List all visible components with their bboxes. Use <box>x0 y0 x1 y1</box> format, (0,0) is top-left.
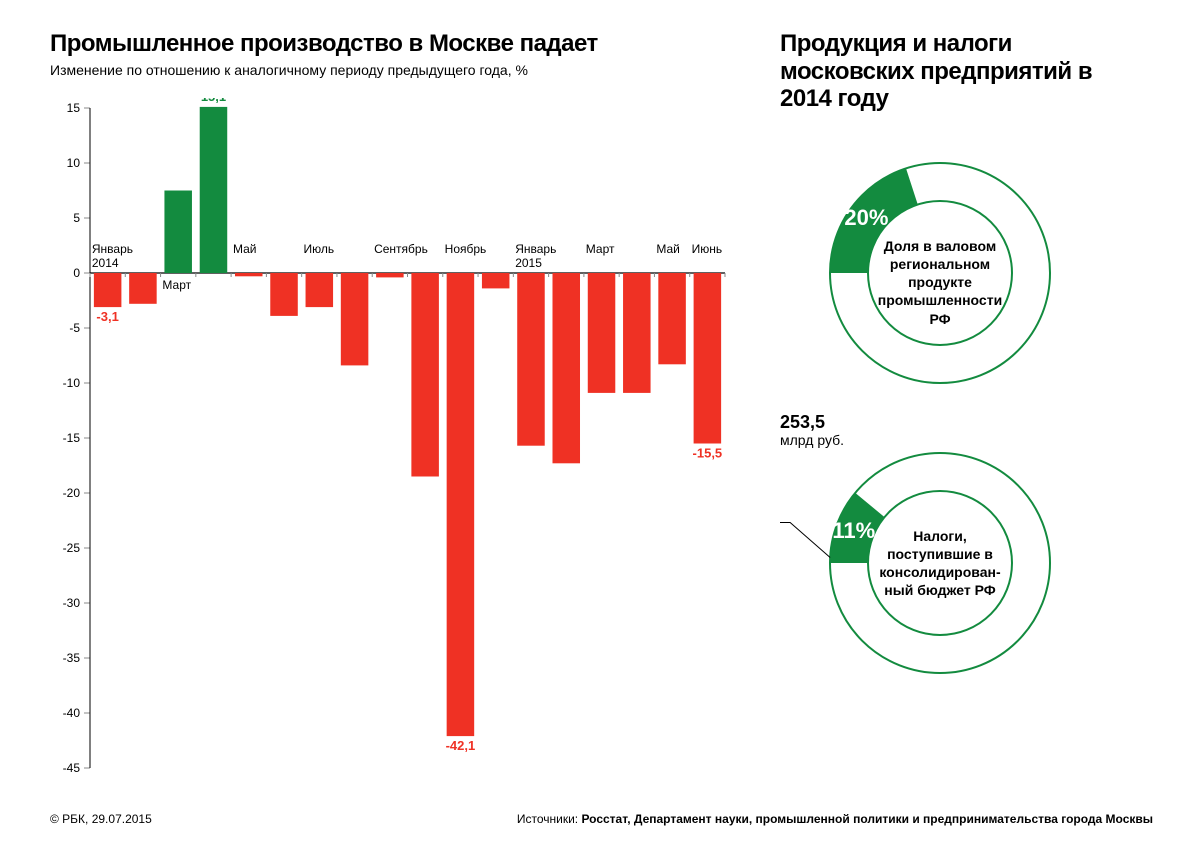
svg-text:Июль: Июль <box>304 242 335 256</box>
svg-text:2014: 2014 <box>92 256 119 270</box>
sources: Источники: Росстат, Департамент науки, п… <box>517 812 1153 826</box>
donut1-percent: 20% <box>844 205 888 231</box>
donut2-desc: Налоги, поступившие в консолидирован­ный… <box>876 527 1004 600</box>
donut-panel: Продукция и налоги московских предприяти… <box>780 30 1120 788</box>
donut-chart-1: 20% Доля в валовом региональном продукте… <box>780 143 1080 423</box>
svg-text:15,1: 15,1 <box>201 98 226 104</box>
donut-chart-2: 253,5 млрд руб. 11% Налоги, поступившие … <box>780 433 1080 713</box>
svg-text:Март: Март <box>586 242 615 256</box>
svg-text:2015: 2015 <box>515 256 542 270</box>
svg-text:Январь: Январь <box>515 242 556 256</box>
svg-text:Май: Май <box>233 242 257 256</box>
svg-text:-40: -40 <box>63 706 81 720</box>
svg-text:-42,1: -42,1 <box>446 738 476 753</box>
chart-title: Промышленное производство в Москве падае… <box>50 30 750 58</box>
svg-text:15: 15 <box>67 101 81 115</box>
bar-chart-panel: Промышленное производство в Москве падае… <box>50 30 750 788</box>
svg-text:-35: -35 <box>63 651 81 665</box>
footer: © РБК, 29.07.2015 Источники: Росстат, Де… <box>50 812 1153 826</box>
svg-text:-15,5: -15,5 <box>693 446 723 461</box>
svg-text:Май: Май <box>656 242 680 256</box>
svg-text:-20: -20 <box>63 486 81 500</box>
svg-text:10: 10 <box>67 156 81 170</box>
svg-text:Июнь: Июнь <box>692 242 723 256</box>
chart-subtitle: Изменение по отношению к аналогичному пе… <box>50 62 750 78</box>
svg-text:Сентябрь: Сентябрь <box>374 242 428 256</box>
donut1-desc: Доля в валовом региональном продукте про… <box>876 237 1004 328</box>
svg-text:Январь: Январь <box>92 242 133 256</box>
svg-text:Ноябрь: Ноябрь <box>445 242 487 256</box>
svg-text:-3,1: -3,1 <box>96 309 118 324</box>
svg-text:5: 5 <box>73 211 80 225</box>
svg-text:-30: -30 <box>63 596 81 610</box>
donut2-callout-unit: млрд руб. <box>780 433 844 448</box>
right-title: Продукция и налоги московских предприяти… <box>780 30 1120 113</box>
donut2-callout-value: 253,5 <box>780 412 825 432</box>
svg-text:-10: -10 <box>63 376 81 390</box>
donut2-percent: 11% <box>832 518 875 544</box>
svg-text:-25: -25 <box>63 541 81 555</box>
copyright: © РБК, 29.07.2015 <box>50 812 152 826</box>
svg-text:-15: -15 <box>63 431 81 445</box>
donut2-callout: 253,5 млрд руб. <box>780 413 844 448</box>
svg-text:-45: -45 <box>63 761 81 775</box>
svg-text:-5: -5 <box>69 321 80 335</box>
svg-text:0: 0 <box>73 266 80 280</box>
svg-text:Март: Март <box>162 278 191 292</box>
bar-chart: 15 10 5 0 -5 -10 -15 -20 -25 -30 -35 -40 -45 -3,1 Янва… <box>50 98 730 788</box>
